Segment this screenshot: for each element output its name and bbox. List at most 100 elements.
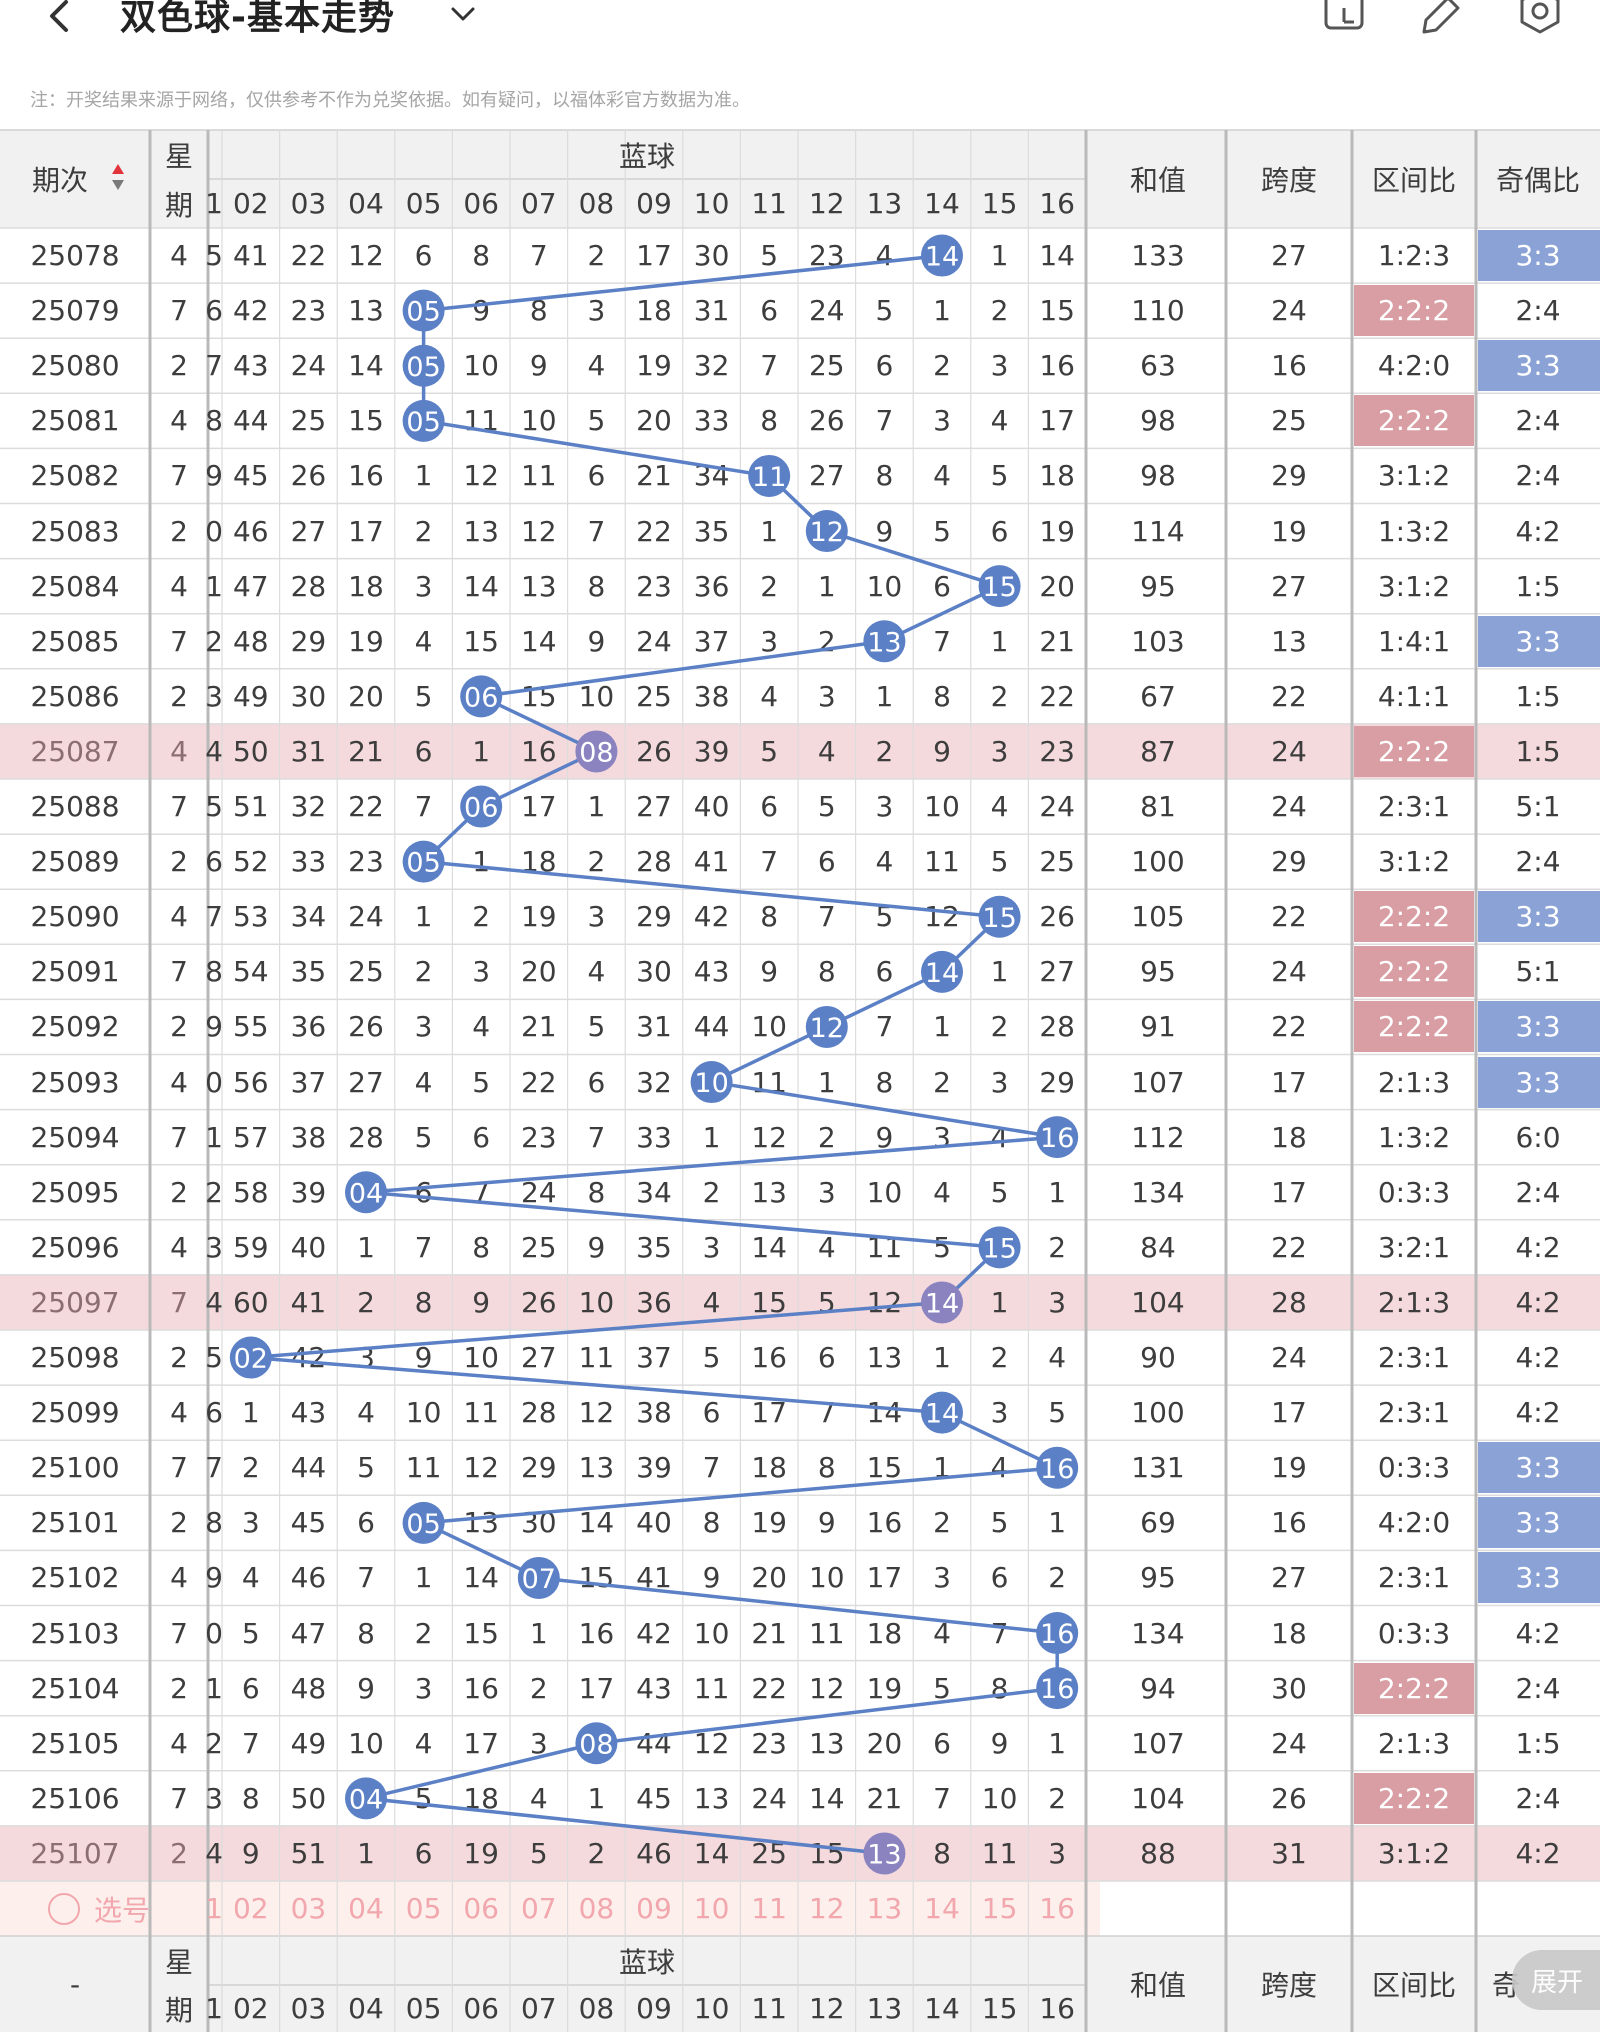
blue-cell: 14	[348, 349, 384, 383]
blue-cell: 3	[241, 1506, 260, 1540]
select-number-button[interactable]: 选号	[40, 1881, 208, 1936]
blue-cell: 24	[636, 624, 672, 658]
odd-even-cell: 3:3	[1515, 1451, 1561, 1485]
blue-cell: 30	[290, 679, 327, 713]
span-cell: 16	[1271, 1506, 1307, 1540]
weekday-cell: 7	[170, 294, 188, 328]
blue-cell: 22	[636, 514, 672, 548]
blue-cell: 23	[751, 1726, 787, 1760]
blue-ball-marker	[805, 1005, 848, 1048]
blue-cell: 56	[232, 1065, 269, 1099]
blue-cell: 4	[990, 404, 1009, 438]
sum-cell: 95	[1140, 955, 1176, 989]
select-number-cell[interactable]: 1	[206, 1892, 222, 1925]
blue-cell: 20	[636, 404, 672, 438]
trend-line-segment	[365, 1135, 1058, 1194]
blue-cell: 25	[808, 349, 845, 383]
blue-ball-marker	[863, 620, 906, 663]
blue-cell: 6	[990, 1561, 1009, 1595]
footer-issue: -	[69, 1967, 81, 2001]
zone-ratio-cell: 2:2:2	[1377, 404, 1451, 438]
blue-cell: 4	[933, 1175, 951, 1209]
blue-cell: 4	[933, 1616, 951, 1650]
select-number-cell[interactable]: 11	[751, 1892, 787, 1925]
odd-even-cell: 2:4	[1515, 1671, 1561, 1705]
select-number-cell[interactable]: 10	[693, 1892, 730, 1925]
radio-circle-icon[interactable]	[48, 1892, 80, 1925]
sum-header: 和值	[1129, 164, 1186, 197]
issue-header[interactable]: 期次	[31, 164, 88, 197]
zone-ratio-cell: 2:2:2	[1377, 1010, 1451, 1044]
blue-cell: 4	[472, 1010, 491, 1044]
zone-ratio-cell: 0:3:3	[1377, 1451, 1451, 1485]
select-number-cell[interactable]: 07	[520, 1892, 557, 1925]
zone-ratio-cell: 3:1:2	[1377, 459, 1451, 493]
blue-ball-marker	[1036, 1612, 1079, 1655]
chevron-down-icon[interactable]	[448, 0, 478, 30]
odd-even-cell: 1:5	[1515, 1726, 1561, 1760]
select-number-cell[interactable]: 08	[578, 1892, 615, 1925]
blue-cell: 1	[587, 1781, 606, 1815]
blue-ball-marker	[921, 1391, 963, 1434]
blue-ball-marker	[805, 510, 848, 553]
blue-cell: 8	[241, 1781, 260, 1815]
blue-column-header: 15	[981, 187, 1018, 220]
blue-cell: 5	[357, 1451, 375, 1485]
issue-cell: 25106	[30, 1781, 120, 1815]
select-number-cell[interactable]: 13	[866, 1892, 903, 1925]
blue-cell: 7	[587, 1120, 606, 1154]
back-arrow-icon[interactable]	[40, 0, 80, 40]
blue-cell: 16	[751, 1341, 787, 1375]
select-number-cell[interactable]: 16	[1039, 1892, 1075, 1925]
blue-cell: 1	[414, 900, 433, 934]
select-number-cell[interactable]: 15	[981, 1892, 1018, 1925]
blue-cell: 20	[751, 1561, 787, 1595]
blue-cell: 5	[414, 1120, 433, 1154]
select-number-cell[interactable]: 09	[636, 1892, 672, 1925]
blue-column-header: 1	[206, 187, 222, 220]
blue-cell: 28	[636, 845, 672, 879]
blue-cell: 12	[463, 459, 499, 493]
blue-cell: 24	[751, 1781, 787, 1815]
blue-cell: 1	[990, 239, 1009, 273]
select-number-cell[interactable]: 03	[290, 1892, 327, 1925]
blue-cell: 47	[290, 1616, 327, 1650]
blue-cell: 6	[414, 734, 433, 768]
blue-cell: 7	[241, 1726, 260, 1760]
select-number-cell[interactable]: 06	[463, 1892, 499, 1925]
blue-cell: 25	[520, 1230, 557, 1264]
blue-cell: 8	[206, 1506, 222, 1540]
blue-cell: 32	[290, 790, 327, 824]
blue-cell: 1	[817, 569, 836, 603]
sort-arrows-icon[interactable]	[112, 164, 124, 190]
weekday-cell: 4	[170, 1065, 188, 1099]
trend-line-segment	[480, 639, 885, 699]
blue-cell: 9	[206, 459, 222, 493]
weekday-cell: 2	[170, 1175, 188, 1209]
blue-ball-marker	[402, 840, 445, 883]
footer-span: 跨度	[1260, 1969, 1317, 2002]
expand-button[interactable]: 展开	[1512, 1950, 1600, 2010]
blue-cell: 4	[414, 1726, 433, 1760]
select-number-cell[interactable]: 05	[405, 1892, 442, 1925]
odd-even-cell: 3:3	[1515, 1010, 1561, 1044]
select-number-cell[interactable]: 12	[808, 1892, 845, 1925]
blue-cell: 7	[760, 845, 779, 879]
blue-cell: 2	[587, 239, 606, 273]
blue-cell: 45	[290, 1506, 327, 1540]
select-number-cell[interactable]: 02	[232, 1892, 269, 1925]
settings-icon[interactable]	[1518, 0, 1562, 38]
blue-cell: 32	[693, 349, 730, 383]
odd-even-cell: 2:4	[1515, 1175, 1561, 1209]
blue-cell: 40	[290, 1230, 327, 1264]
blue-cell: 6	[414, 239, 433, 273]
blue-cell: 1	[990, 624, 1009, 658]
history-icon[interactable]	[1322, 0, 1366, 38]
blue-cell: 6	[472, 1120, 491, 1154]
select-number-cell[interactable]: 14	[924, 1892, 960, 1925]
blue-cell: 35	[290, 955, 327, 989]
page-title[interactable]: 双色球-基本走势	[120, 0, 395, 38]
select-number-cell[interactable]: 04	[348, 1892, 384, 1925]
edit-icon[interactable]	[1418, 0, 1462, 38]
blue-cell: 8	[587, 1175, 606, 1209]
